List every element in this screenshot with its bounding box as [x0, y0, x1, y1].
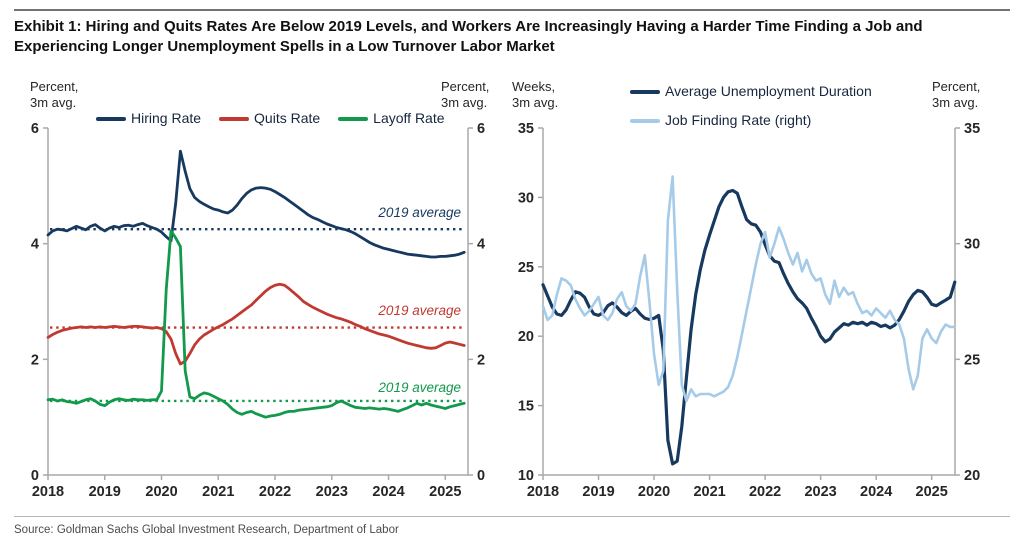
x-tick-label: 2024 [372, 484, 404, 500]
y-tick-label-right: 2 [477, 352, 485, 368]
x-tick-label: 2022 [259, 484, 291, 500]
legend-item-hiring-rate: Hiring Rate [96, 110, 201, 127]
x-tick-label: 2019 [582, 484, 614, 500]
y-tick-label-left: 6 [31, 121, 39, 137]
y-tick-label-left: 20 [518, 329, 534, 345]
x-tick-label: 2020 [145, 484, 177, 500]
job-finding-rate-label: Job Finding Rate (right) [665, 112, 812, 128]
y-tick-label-right: 30 [964, 237, 980, 253]
exhibit-title-line2: Experiencing Longer Unemployment Spells … [14, 37, 555, 55]
x-tick-label: 2023 [316, 484, 348, 500]
y-tick-label-left: 30 [518, 190, 534, 206]
quits-rate-label: Quits Rate [254, 110, 321, 126]
series-line-average-unemployment-duration [541, 188, 957, 466]
job-finding-rate-swatch [630, 119, 660, 123]
unemployment-duration-swatch [630, 90, 660, 94]
legend-item-quits-rate: Quits Rate [219, 110, 320, 127]
unemployment-duration-label: Average Unemployment Duration [665, 83, 872, 99]
x-tick-label: 2018 [32, 484, 64, 500]
x-tick-label: 2025 [916, 484, 948, 500]
bottom-rule [14, 516, 1010, 517]
legend-item-unemployment-duration: Average Unemployment Duration [630, 83, 872, 100]
legend-item-job-finding-rate: Job Finding Rate (right) [630, 112, 872, 129]
left-chart-right-axis-unit: Percent, 3m avg. [441, 79, 490, 110]
series-line-hiring-rate [46, 149, 466, 259]
layoff-rate-swatch [338, 117, 369, 121]
y-tick-label-right: 20 [964, 468, 980, 484]
chart-panel-left: 0 2 4 6 0 2 4 6 2018 2019 2020 2021 2022 2023 2024 2025 [31, 121, 485, 500]
right-chart-right-axis-unit: Percent, 3m avg. [932, 79, 981, 110]
quits-2019-average-label: 2019 average [378, 303, 461, 318]
x-tick-label: 2019 [89, 484, 121, 500]
x-tick-label: 2022 [749, 484, 781, 500]
y-tick-label-right: 4 [477, 237, 485, 253]
quits-rate-swatch [219, 117, 250, 121]
left-chart-left-axis-unit: Percent, 3m avg. [30, 79, 79, 110]
source-note: Source: Goldman Sachs Global Investment … [14, 524, 399, 536]
x-tick-label: 2021 [202, 484, 234, 500]
hiring-rate-label: Hiring Rate [131, 110, 202, 126]
legend-item-layoff-rate: Layoff Rate [338, 110, 445, 127]
x-tick-label: 2018 [527, 484, 559, 500]
layoff-2019-average-label: 2019 average [378, 380, 461, 395]
series-line-quits-rate [46, 282, 466, 366]
series-line-job-finding-rate-right [541, 175, 957, 403]
y-tick-label-left: 4 [31, 237, 39, 253]
top-rule [14, 9, 1010, 11]
y-tick-label-left: 25 [518, 260, 534, 276]
right-chart-left-axis-unit: Weeks, 3m avg. [512, 79, 559, 110]
y-tick-label-right: 25 [964, 352, 980, 368]
y-tick-label-left: 10 [518, 468, 534, 484]
exhibit-title-line1: Exhibit 1: Hiring and Quits Rates Are Be… [14, 18, 923, 35]
y-tick-label-right: 6 [477, 121, 485, 137]
right-chart-legend: Average Unemployment Duration Job Findin… [630, 83, 872, 129]
series-line-layoff-rate [46, 229, 466, 419]
y-tick-label-left: 0 [31, 468, 39, 484]
x-tick-label: 2024 [860, 484, 892, 500]
y-tick-label-left: 15 [518, 399, 534, 415]
y-tick-label-left: 2 [31, 352, 39, 368]
left-chart-legend: Hiring Rate Quits Rate Layoff Rate [96, 110, 445, 127]
axis-frame [542, 128, 956, 476]
x-tick-label: 2021 [693, 484, 725, 500]
y-tick-label-right: 35 [964, 121, 980, 137]
y-tick-label-right: 0 [477, 468, 485, 484]
x-tick-label: 2025 [429, 484, 461, 500]
hiring-rate-swatch [96, 117, 126, 121]
axis-frame [47, 128, 469, 476]
hiring-2019-average-label: 2019 average [378, 205, 461, 220]
x-tick-label: 2020 [638, 484, 670, 500]
x-tick-label: 2023 [804, 484, 836, 500]
exhibit-title: Exhibit 1: Hiring and Quits Rates Are Be… [14, 17, 1004, 56]
y-tick-label-left: 35 [518, 121, 534, 137]
layoff-rate-label: Layoff Rate [373, 110, 445, 126]
